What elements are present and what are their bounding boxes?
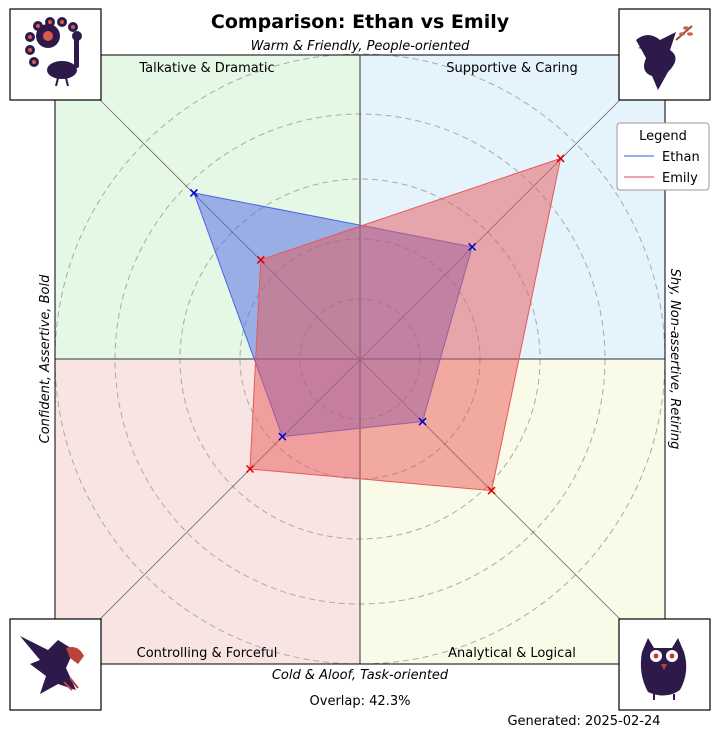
chart-title: Comparison: Ethan vs Emily [211, 11, 510, 33]
data-point-ethan-2 [468, 242, 477, 251]
owl-icon [618, 618, 711, 711]
axis-label-left: Confident, Assertive, Bold [38, 274, 53, 443]
data-point-emily-1 [256, 255, 265, 264]
legend-box [616, 122, 710, 191]
legend-label-ethan: Ethan [662, 150, 700, 165]
data-point-ethan-1 [189, 188, 198, 197]
eagle-icon [9, 618, 102, 711]
data-point-emily-3 [487, 486, 496, 495]
overlap-text: Overlap: 42.3% [310, 694, 411, 709]
dove-icon [618, 8, 711, 101]
quadrant-label-top-right: Supportive & Caring [446, 61, 578, 76]
plot-frame [54, 54, 666, 665]
axis-label-bottom: Cold & Aloof, Task-oriented [272, 668, 449, 683]
legend-label-emily: Emily [662, 171, 698, 186]
data-point-emily-2 [556, 154, 565, 163]
axis-label-top: Warm & Friendly, People-oriented [251, 39, 471, 54]
series-layer [189, 154, 565, 495]
generated-date-text: Generated: 2025-02-24 [507, 714, 660, 729]
quadrant-label-top-left: Talkative & Dramatic [138, 61, 274, 76]
peacock-icon [9, 8, 102, 101]
data-point-ethan-3 [418, 417, 427, 426]
quadrant-label-bottom-left: Controlling & Forceful [137, 646, 278, 661]
data-point-emily-4 [245, 464, 255, 474]
legend: Legend Ethan Emily [616, 122, 710, 191]
axis-label-right: Shy, Non-assertive, Retiring [667, 269, 682, 450]
legend-title: Legend [639, 129, 687, 144]
data-point-ethan-4 [278, 432, 287, 441]
quadrant-label-bottom-right: Analytical & Logical [448, 646, 576, 661]
